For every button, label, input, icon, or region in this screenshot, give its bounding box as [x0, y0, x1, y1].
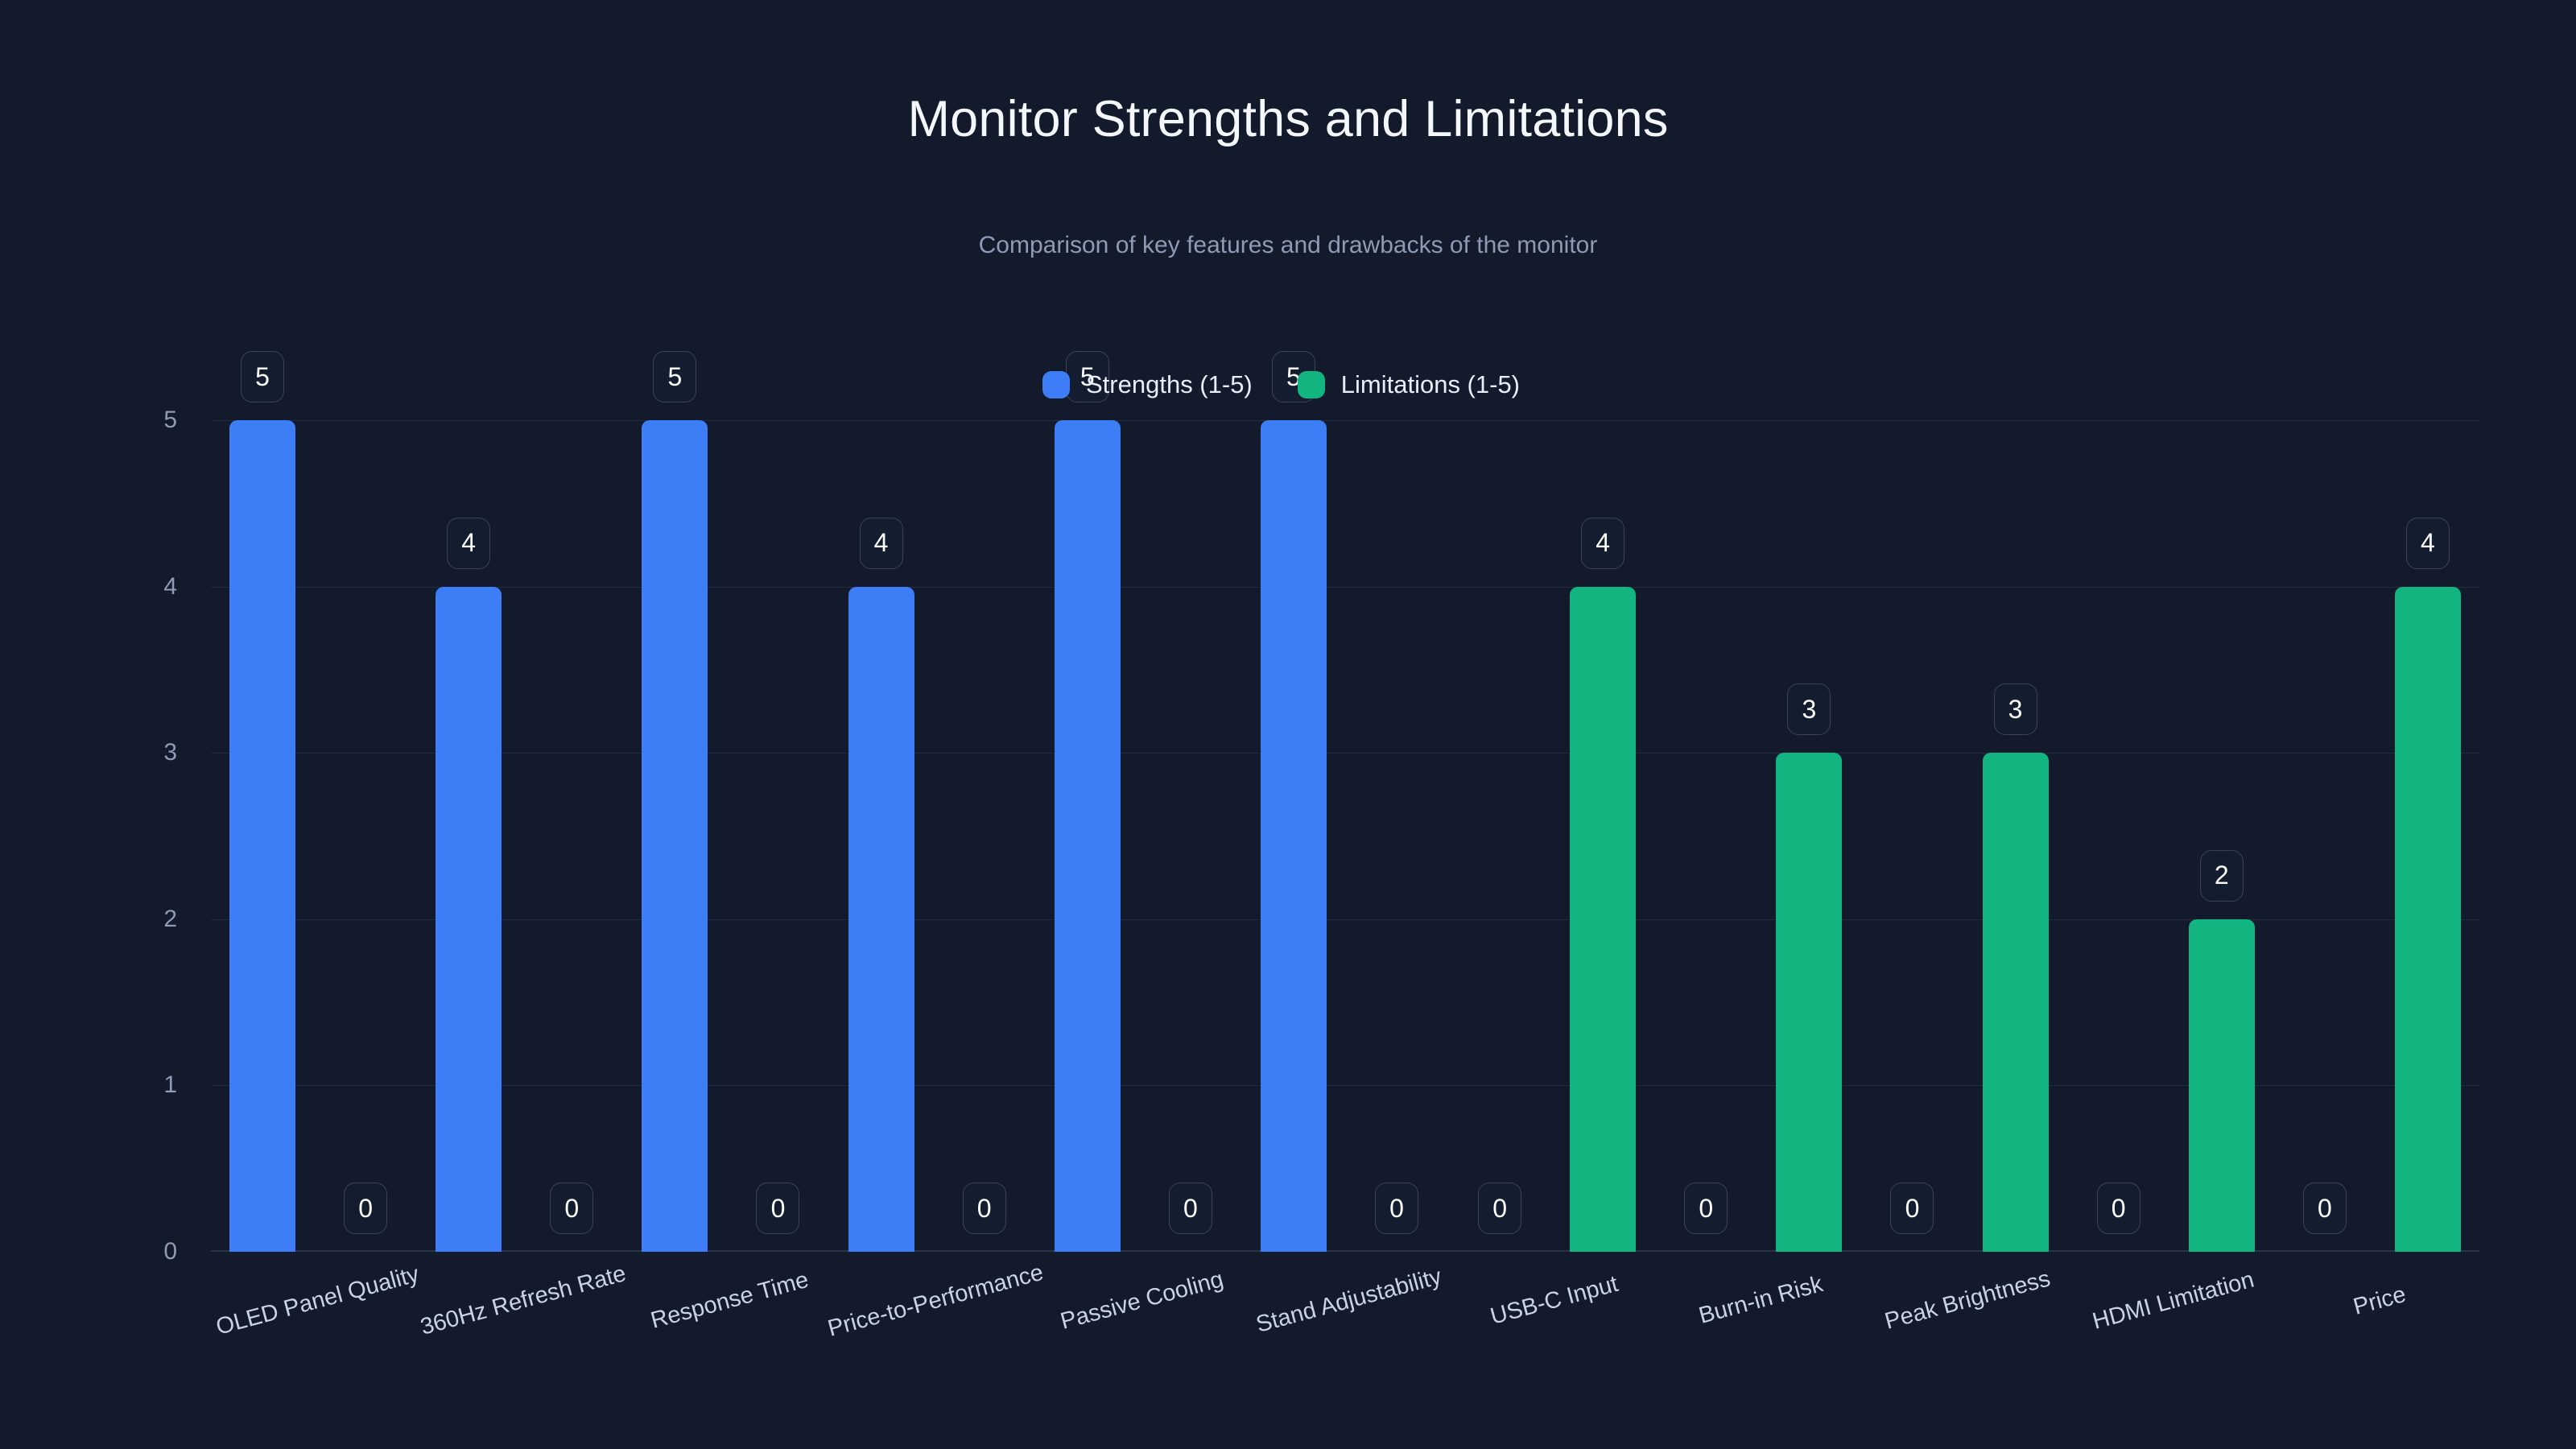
x-tick-label: Passive Cooling — [1058, 1266, 1227, 1335]
bar-value-label: 0 — [1478, 1183, 1522, 1234]
bar[interactable] — [1776, 753, 1843, 1252]
bar-value-label: 4 — [447, 517, 491, 569]
bar[interactable] — [2394, 586, 2461, 1252]
bar-slot: 0 — [2086, 420, 2152, 1252]
y-tick-label: 4 — [163, 572, 177, 600]
bar-value-label: 0 — [756, 1183, 800, 1234]
bar-slot: 3 — [1776, 420, 1843, 1252]
bar-value-label: 0 — [1168, 1183, 1212, 1234]
bar[interactable] — [1260, 420, 1327, 1252]
bar-slot: 0 — [1673, 420, 1739, 1252]
legend-swatch-limitations-icon — [1297, 371, 1325, 398]
bar[interactable] — [436, 586, 502, 1252]
bar-slot: 0 — [332, 420, 398, 1252]
bar-slot: 4 — [848, 420, 914, 1252]
x-tick-label: Peak Brightness — [1881, 1265, 2053, 1335]
bar-slot: 5 — [1054, 351, 1121, 1252]
bar-slot: 4 — [2394, 420, 2461, 1252]
x-tick-label: Price — [2351, 1281, 2409, 1320]
bar-slot: 4 — [436, 420, 502, 1252]
x-axis-baseline — [211, 1250, 2479, 1252]
bar-slot: 2 — [2188, 420, 2255, 1252]
bar-value-label: 0 — [2096, 1183, 2140, 1234]
x-tick-label: HDMI Limitation — [2090, 1266, 2257, 1335]
chart-legend: Strengths (1-5) Limitations (1-5) — [1042, 370, 1520, 399]
bar-slot: 0 — [745, 420, 811, 1252]
bar-value-label: 4 — [1581, 517, 1625, 569]
bar[interactable] — [229, 420, 296, 1252]
gridline — [211, 586, 2479, 588]
bar-value-label: 5 — [653, 351, 697, 402]
x-tick-label: Stand Adjustability — [1253, 1263, 1444, 1338]
y-tick-label: 5 — [163, 407, 177, 433]
bar-value-label: 0 — [962, 1183, 1006, 1234]
bar-value-label: 2 — [2199, 849, 2244, 902]
bar-value-label: 0 — [1890, 1183, 1934, 1234]
bar-value-label: 0 — [550, 1183, 594, 1234]
y-tick-label: 0 — [163, 1238, 177, 1265]
bar-slot: 0 — [539, 420, 605, 1252]
bar[interactable] — [1982, 753, 2049, 1252]
page-title: Monitor Strengths and Limitations — [907, 91, 1669, 147]
x-tick-label: OLED Panel Quality — [213, 1261, 422, 1340]
x-tick-label: Response Time — [647, 1266, 811, 1335]
x-tick-label: Burn-in Risk — [1696, 1271, 1826, 1330]
legend-item-strengths[interactable]: Strengths (1-5) — [1042, 370, 1253, 399]
x-tick-label: 360Hz Refresh Rate — [418, 1261, 630, 1340]
bar-value-label: 4 — [2405, 517, 2450, 569]
legend-swatch-strengths-icon — [1042, 371, 1070, 398]
bar-value-label: 3 — [1787, 683, 1831, 736]
bar-value-label: 0 — [344, 1183, 388, 1234]
bar[interactable] — [1054, 420, 1121, 1252]
bar-slot: 0 — [2292, 420, 2358, 1252]
bar-slot: 3 — [1982, 420, 2049, 1252]
gridline — [211, 420, 2479, 421]
bar-value-label: 4 — [859, 517, 903, 569]
legend-label-limitations: Limitations (1-5) — [1340, 370, 1521, 398]
legend-label-strengths: Strengths (1-5) — [1086, 370, 1253, 398]
bar-slot: 0 — [1879, 420, 1945, 1252]
gridline — [211, 1085, 2479, 1087]
page-subtitle: Comparison of key features and drawbacks… — [978, 232, 1598, 258]
bar[interactable] — [2188, 919, 2255, 1252]
bar[interactable] — [1570, 586, 1637, 1252]
bar[interactable] — [848, 586, 914, 1252]
bar-value-label: 0 — [1375, 1183, 1419, 1234]
bar-slot: 0 — [952, 420, 1018, 1252]
bar-slot: 5 — [1260, 351, 1327, 1252]
bar-slot: 5 — [642, 351, 708, 1252]
bar-value-label: 3 — [1993, 683, 2037, 736]
bar-slot: 0 — [1467, 420, 1533, 1252]
legend-item-limitations[interactable]: Limitations (1-5) — [1297, 370, 1521, 399]
bar-slot: 5 — [229, 351, 296, 1252]
bar-value-label: 0 — [2302, 1183, 2347, 1234]
bar-value-label: 0 — [1684, 1183, 1728, 1234]
x-tick-label: USB-C Input — [1488, 1270, 1621, 1331]
bar-slot: 0 — [1364, 420, 1430, 1252]
x-tick-label: Price-to-Performance — [825, 1259, 1046, 1342]
bar[interactable] — [642, 420, 708, 1252]
y-tick-label: 1 — [163, 1071, 177, 1099]
y-tick-label: 2 — [163, 905, 177, 932]
bar-slot: 0 — [1158, 420, 1224, 1252]
bar-value-label: 5 — [241, 351, 285, 402]
y-tick-label: 3 — [163, 739, 177, 766]
gridline — [211, 919, 2479, 920]
bar-slot: 4 — [1570, 420, 1637, 1252]
